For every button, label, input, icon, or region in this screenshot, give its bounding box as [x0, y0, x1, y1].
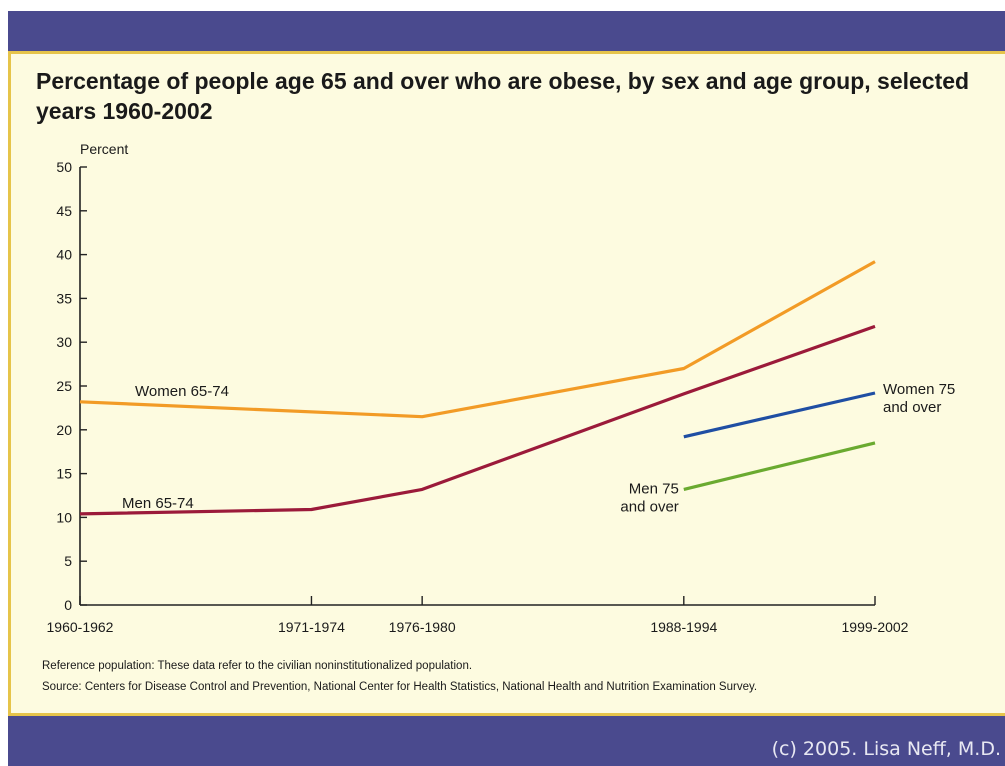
- series-label: Men 75: [629, 480, 679, 497]
- reference-note: Reference population: These data refer t…: [42, 660, 473, 672]
- y-tick-label: 30: [56, 334, 72, 350]
- y-tick-label: 25: [56, 378, 72, 394]
- top-banner: [8, 11, 1005, 54]
- y-tick-label: 0: [64, 597, 72, 613]
- y-tick-label: 10: [56, 509, 72, 525]
- chart-panel: [8, 54, 1005, 713]
- series-line: [683, 441, 876, 491]
- x-tick-label: 1988-1994: [650, 619, 717, 635]
- series-label: and over: [620, 498, 678, 515]
- series-line: [79, 324, 876, 516]
- y-tick-label: 50: [56, 159, 72, 175]
- series-label: Women 65-74: [135, 383, 229, 400]
- y-tick-label: 35: [56, 290, 72, 306]
- y-tick-label: 20: [56, 422, 72, 438]
- x-tick-label: 1960-1962: [47, 619, 114, 635]
- chart-title: Percentage of people age 65 and over who…: [36, 68, 970, 124]
- x-tick-label: 1971-1974: [278, 619, 345, 635]
- copyright-watermark: (c) 2005. Lisa Neff, M.D.: [771, 738, 1001, 760]
- series-label: and over: [883, 399, 941, 416]
- y-tick-label: 5: [64, 553, 72, 569]
- y-tick-label: 45: [56, 203, 72, 219]
- series-label: Men 65-74: [122, 495, 194, 512]
- bottom-banner: (c) 2005. Lisa Neff, M.D.: [8, 713, 1005, 766]
- y-tick-label: 40: [56, 247, 72, 263]
- series-line: [79, 260, 876, 419]
- series-line: [683, 391, 876, 439]
- series-label: Women 75: [883, 381, 955, 398]
- y-axis-title: Percent: [80, 141, 128, 157]
- x-tick-label: 1999-2002: [842, 619, 909, 635]
- y-tick-label: 15: [56, 466, 72, 482]
- x-tick-label: 1976-1980: [389, 619, 456, 635]
- source-note: Source: Centers for Disease Control and …: [42, 681, 758, 693]
